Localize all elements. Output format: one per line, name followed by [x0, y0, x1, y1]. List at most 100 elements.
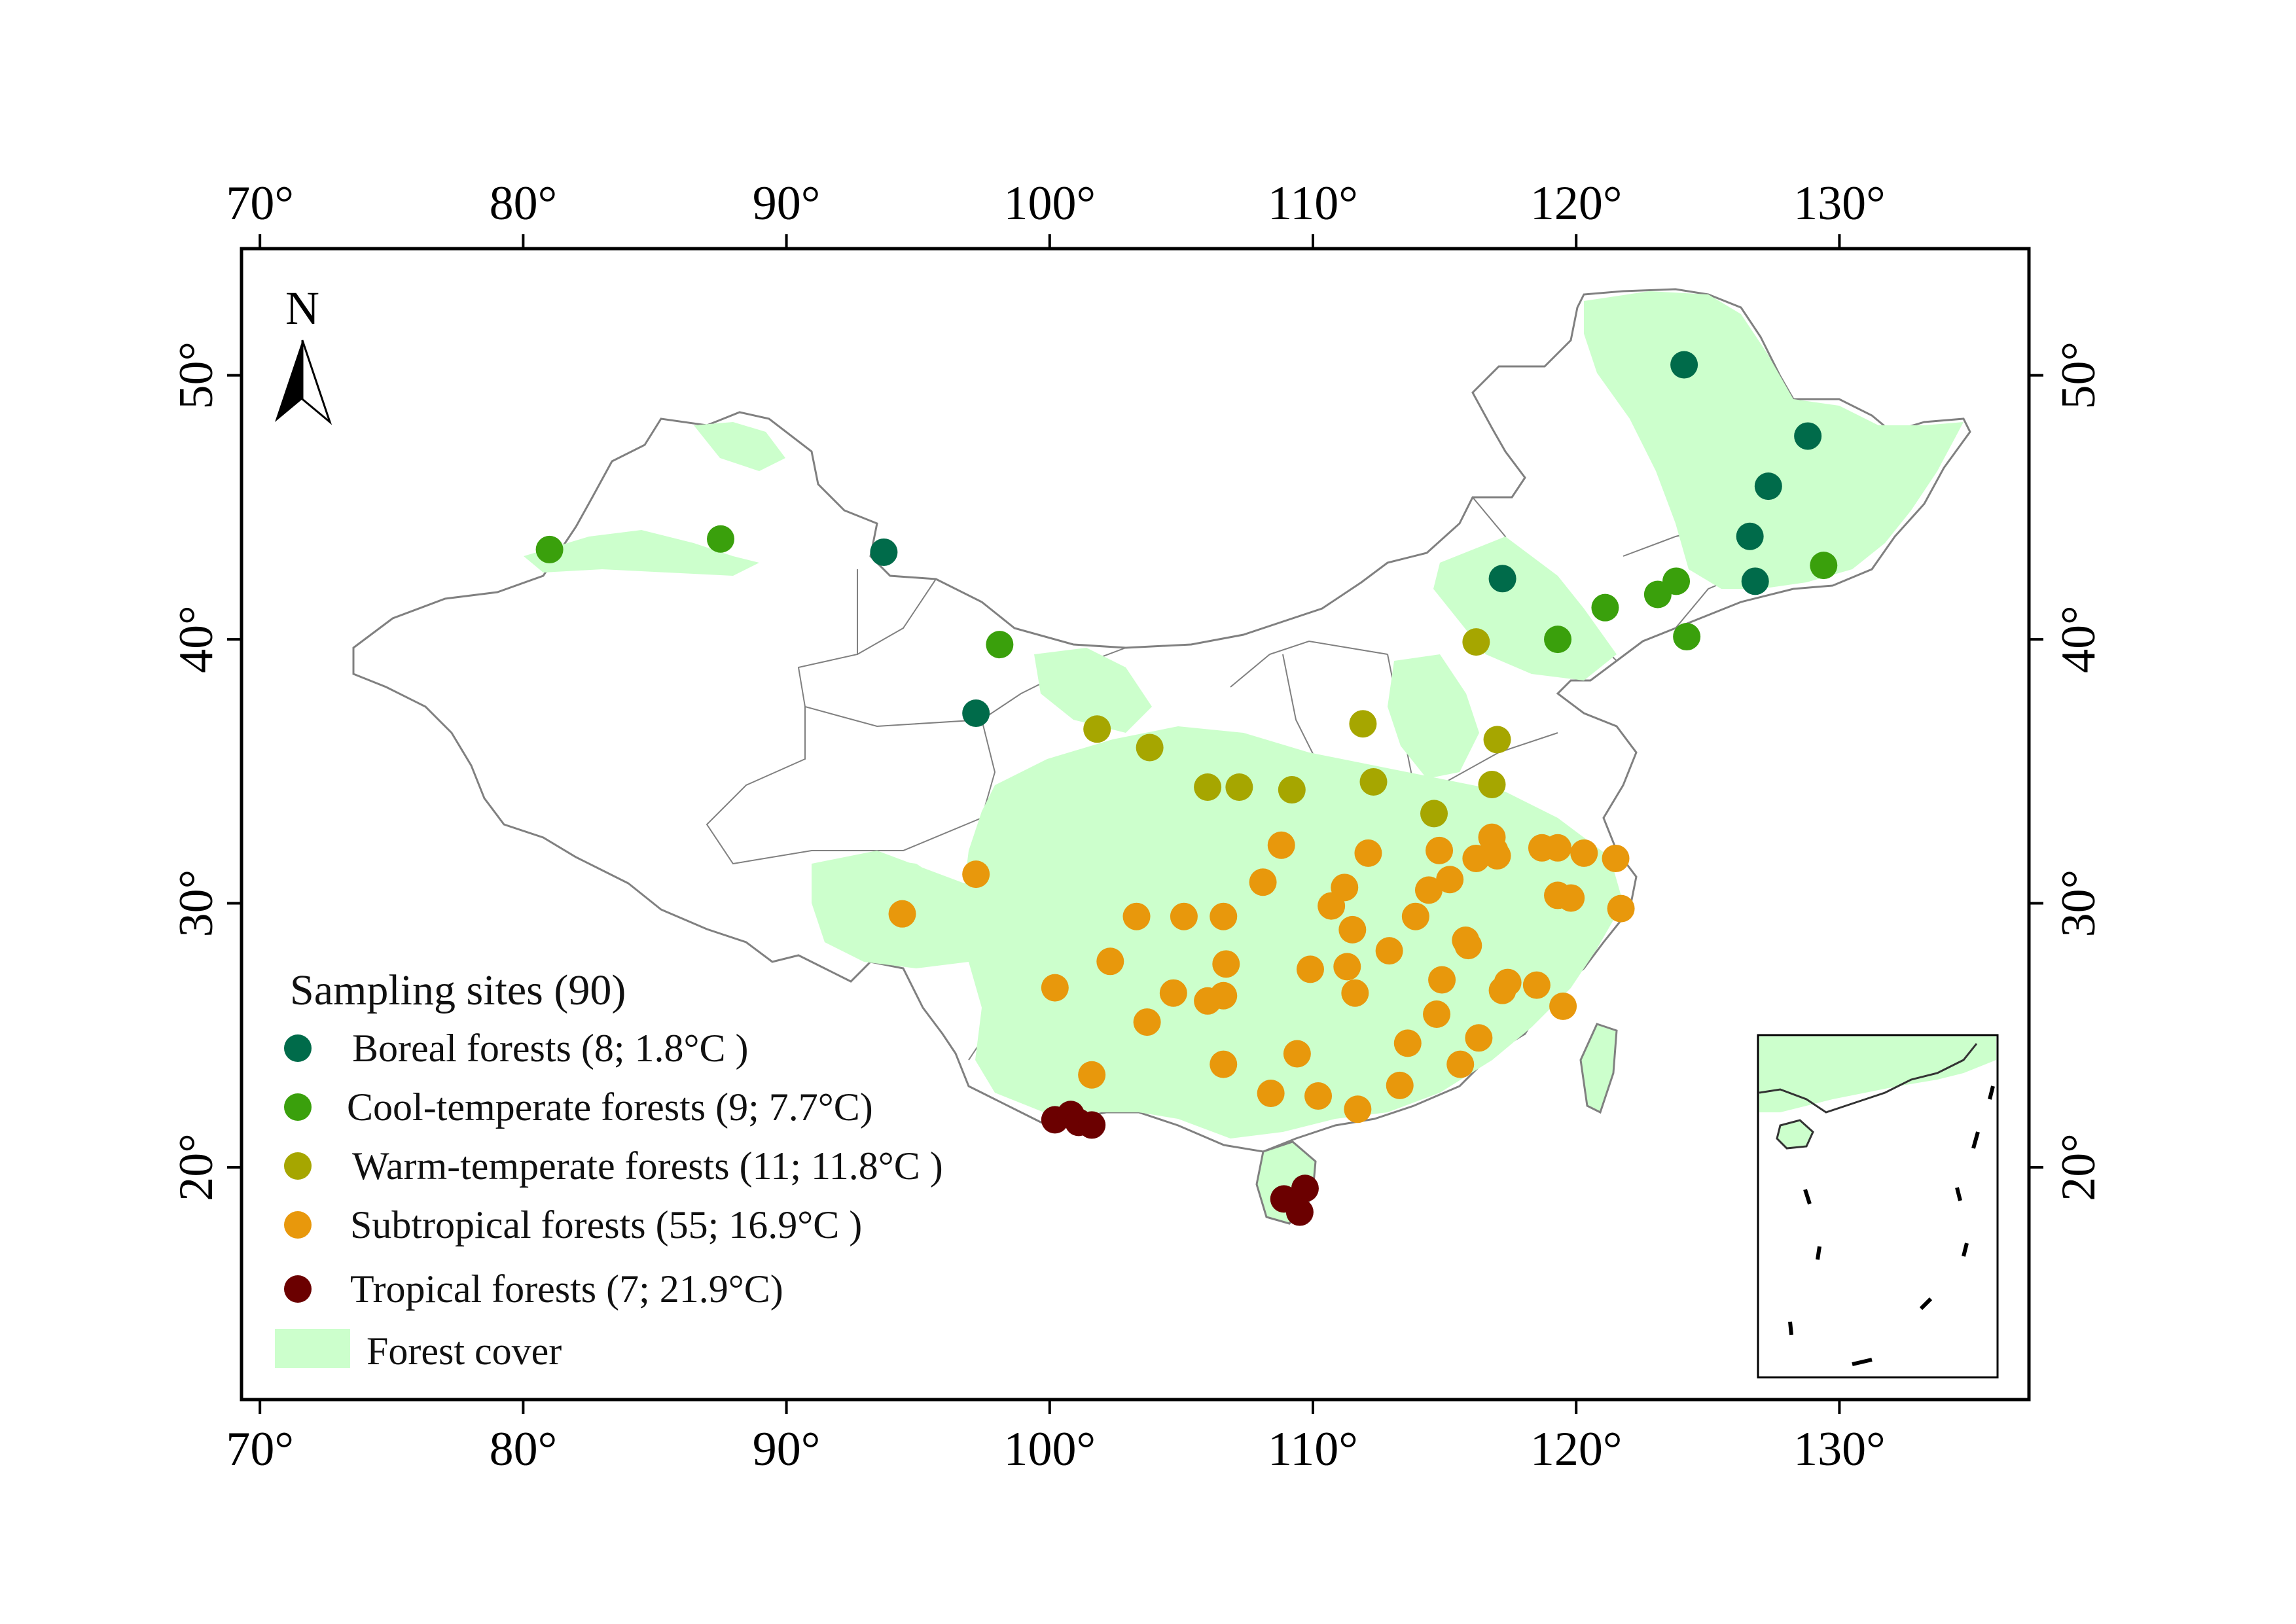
lon-label-bottom: 120° — [1530, 1422, 1623, 1476]
site-marker-subtropical — [1159, 979, 1187, 1007]
legend-label: Warm-temperate forests (11; 11.8°C ) — [352, 1144, 943, 1188]
legend-marker — [284, 1093, 312, 1121]
lon-label-bottom: 130° — [1793, 1422, 1886, 1476]
legend-label: Tropical forests (7; 21.9°C) — [350, 1267, 783, 1311]
site-marker-subtropical — [1494, 968, 1522, 997]
site-marker-tropical — [1291, 1174, 1319, 1203]
legend-marker — [284, 1152, 312, 1180]
lon-label-bottom: 100° — [1003, 1422, 1096, 1476]
legend-items: Boreal forests (8; 1.8°C ) Cool-temperate… — [284, 1027, 943, 1311]
lon-label-top: 80° — [490, 177, 558, 230]
lon-label-bottom: 70° — [226, 1422, 294, 1476]
lon-label-top: 110° — [1268, 177, 1358, 230]
site-marker-boreal — [1794, 422, 1822, 450]
graticule-labels: 70° 70° 80° 80° 90° 90° 100° 100° 110° 110° 120° 12… — [170, 177, 2106, 1476]
site-marker-boreal — [962, 699, 990, 728]
site-marker-warm-temperate — [1225, 773, 1253, 802]
forest-cover-areas — [524, 291, 1964, 1139]
sampling-sites — [535, 351, 1838, 1226]
site-marker-warm-temperate — [1278, 776, 1306, 804]
site-marker-cool-temperate — [1673, 623, 1701, 651]
legend-marker — [284, 1034, 312, 1062]
site-marker-subtropical — [1570, 839, 1598, 867]
site-marker-cool-temperate — [1591, 593, 1619, 622]
legend-label: Subtropical forests (55; 16.9°C ) — [350, 1203, 862, 1246]
site-marker-subtropical — [1446, 1050, 1475, 1078]
site-marker-subtropical — [962, 860, 990, 889]
site-marker-subtropical — [1210, 1050, 1238, 1078]
site-marker-subtropical — [1296, 955, 1324, 983]
lat-label-left: 20° — [170, 1133, 223, 1201]
site-marker-subtropical — [1423, 1000, 1451, 1028]
site-marker-subtropical — [1210, 981, 1238, 1010]
site-marker-subtropical — [1401, 902, 1429, 930]
lat-label-left: 40° — [170, 605, 223, 673]
lat-label-right: 40° — [2052, 605, 2106, 673]
site-marker-subtropical — [1338, 915, 1367, 944]
legend: Sampling sites (90) Boreal forests (8; 1… — [275, 966, 943, 1373]
map-frame — [240, 247, 2031, 1402]
north-arrow: N — [275, 282, 332, 425]
site-marker-cool-temperate — [1662, 567, 1691, 595]
lon-label-top: 100° — [1003, 177, 1096, 230]
site-marker-subtropical — [1393, 1029, 1422, 1057]
site-marker-subtropical — [1426, 836, 1454, 864]
site-marker-subtropical — [1257, 1080, 1285, 1108]
inset-dashed-boundary — [1788, 1086, 1995, 1366]
site-marker-subtropical — [1344, 1095, 1372, 1123]
site-marker-subtropical — [1096, 947, 1124, 976]
site-marker-subtropical — [1249, 868, 1277, 896]
lat-label-left: 50° — [170, 342, 223, 410]
site-marker-subtropical — [1304, 1082, 1333, 1110]
forest-cover-swatch — [275, 1329, 350, 1368]
site-marker-boreal — [1741, 567, 1769, 595]
site-marker-subtropical — [1544, 834, 1572, 862]
site-marker-subtropical — [1170, 902, 1198, 930]
legend-label: Boreal forests (8; 1.8°C ) — [352, 1027, 749, 1070]
site-marker-boreal — [1754, 472, 1782, 501]
lat-label-right: 20° — [2052, 1133, 2106, 1201]
site-marker-cool-temperate — [535, 535, 564, 563]
north-arrow-icon — [275, 340, 302, 422]
site-marker-subtropical — [1210, 902, 1238, 930]
graticule-ticks — [227, 234, 2043, 1414]
site-marker-warm-temperate — [1462, 628, 1490, 656]
lon-label-bottom: 90° — [753, 1422, 821, 1476]
legend-title: Sampling sites (90) — [290, 966, 626, 1014]
lon-label-bottom: 80° — [490, 1422, 558, 1476]
site-marker-tropical — [1285, 1198, 1314, 1226]
site-marker-warm-temperate — [1136, 733, 1164, 762]
site-marker-cool-temperate — [707, 525, 735, 553]
lon-label-top: 70° — [226, 177, 294, 230]
site-marker-subtropical — [1428, 966, 1456, 994]
legend-label: Cool-temperate forests (9; 7.7°C) — [347, 1086, 873, 1129]
inset-forest — [1759, 1036, 1996, 1112]
north-label: N — [285, 282, 319, 334]
site-marker-subtropical — [1318, 892, 1346, 920]
site-marker-boreal — [1488, 565, 1516, 593]
site-marker-subtropical — [1436, 866, 1464, 894]
site-marker-warm-temperate — [1349, 710, 1377, 738]
site-marker-subtropical — [1454, 932, 1482, 960]
legend-marker — [284, 1211, 312, 1239]
site-marker-subtropical — [1465, 1024, 1493, 1052]
site-marker-warm-temperate — [1483, 726, 1511, 754]
site-marker-boreal — [870, 538, 898, 566]
site-marker-subtropical — [1557, 884, 1585, 912]
inset-hainan — [1776, 1119, 1814, 1150]
site-marker-cool-temperate — [1810, 552, 1838, 580]
site-marker-boreal — [1670, 351, 1698, 379]
site-marker-warm-temperate — [1478, 770, 1506, 798]
lat-label-right: 50° — [2052, 342, 2106, 410]
south-china-sea-inset — [1757, 1034, 1999, 1379]
inset-coastline — [1759, 1043, 1978, 1114]
site-marker-subtropical — [888, 900, 916, 928]
site-marker-warm-temperate — [1359, 768, 1388, 796]
forest-cover-label: Forest cover — [367, 1330, 562, 1373]
site-marker-warm-temperate — [1420, 800, 1448, 828]
lat-label-right: 30° — [2052, 870, 2106, 938]
site-marker-subtropical — [1386, 1071, 1414, 1099]
site-marker-subtropical — [1283, 1040, 1311, 1068]
site-marker-subtropical — [1414, 876, 1443, 904]
